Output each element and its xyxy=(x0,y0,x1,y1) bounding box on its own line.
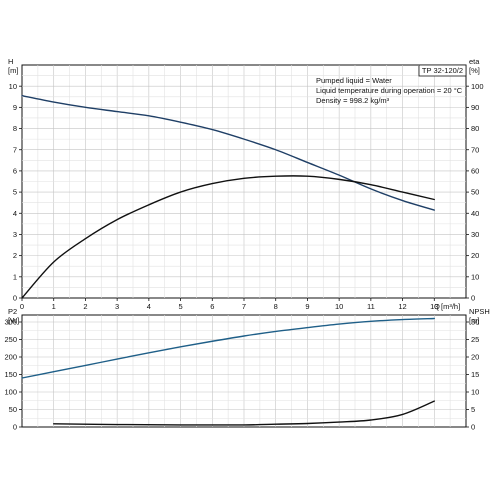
curve-top-0 xyxy=(21,95,435,211)
y-right-tick-label: 0 xyxy=(471,423,475,432)
y-right-tick-label: 60 xyxy=(471,167,479,176)
y-right-tick-label: 50 xyxy=(471,188,479,197)
y-left-tick-label: 3 xyxy=(13,230,17,239)
y-left-tick-label: 2 xyxy=(13,251,17,260)
y-right-tick-label: 25 xyxy=(471,335,479,344)
x-tick-label: 9 xyxy=(305,302,309,311)
y-left-axis-label: P2 xyxy=(8,307,17,316)
model-tag: TP 32-120/2 xyxy=(422,66,463,75)
y-right-tick-label: 20 xyxy=(471,251,479,260)
y-left-tick-label: 200 xyxy=(4,353,17,362)
y-left-axis-unit: [W] xyxy=(8,316,19,325)
y-left-tick-label: 9 xyxy=(13,103,17,112)
x-tick-label: 4 xyxy=(147,302,151,311)
y-right-tick-label: 80 xyxy=(471,124,479,133)
y-right-axis-unit: [m] xyxy=(469,316,479,325)
y-right-tick-label: 30 xyxy=(471,230,479,239)
y-left-tick-label: 10 xyxy=(9,82,17,91)
x-tick-label: 5 xyxy=(178,302,182,311)
curve-bottom-1 xyxy=(53,400,435,426)
y-right-tick-label: 10 xyxy=(471,388,479,397)
x-tick-label: 2 xyxy=(83,302,87,311)
y-right-tick-label: 100 xyxy=(471,82,484,91)
y-right-tick-label: 30 xyxy=(471,318,479,327)
curve-bottom-0 xyxy=(21,317,435,379)
y-right-tick-label: 90 xyxy=(471,103,479,112)
x-tick-label: 13 xyxy=(430,302,438,311)
y-left-tick-label: 7 xyxy=(13,145,17,154)
y-right-tick-label: 15 xyxy=(471,370,479,379)
y-right-tick-label: 70 xyxy=(471,145,479,154)
y-left-tick-label: 50 xyxy=(9,405,17,414)
y-left-tick-label: 250 xyxy=(4,335,17,344)
x-tick-label: 10 xyxy=(335,302,343,311)
x-tick-label: 12 xyxy=(398,302,406,311)
y-left-axis-unit: [m] xyxy=(8,66,18,75)
power-npsh-panel: 0 50 100 150 200 250 300 0 5 10 15 20 25 30 P2[W] NPSH[… xyxy=(4,307,489,432)
x-tick-label: 11 xyxy=(367,302,375,311)
y-left-tick-label: 1 xyxy=(13,272,17,281)
y-right-tick-label: 10 xyxy=(471,272,479,281)
info-line: Density = 998.2 kg/m³ xyxy=(316,96,390,105)
y-left-tick-label: 4 xyxy=(13,209,17,218)
y-left-tick-label: 0 xyxy=(13,423,17,432)
y-left-axis-label: H xyxy=(8,57,13,66)
model-tag-box xyxy=(418,64,467,77)
y-left-tick-label: 6 xyxy=(13,167,17,176)
y-right-tick-label: 5 xyxy=(471,405,475,414)
x-tick-label: 6 xyxy=(210,302,214,311)
y-left-tick-label: 8 xyxy=(13,124,17,133)
info-line: Liquid temperature during operation = 20… xyxy=(316,86,463,95)
x-tick-label: 7 xyxy=(242,302,246,311)
x-axis-unit: [m³/h] xyxy=(441,302,460,311)
y-left-tick-label: 150 xyxy=(4,370,17,379)
x-tick-label: 1 xyxy=(52,302,56,311)
info-line: Pumped liquid = Water xyxy=(316,76,392,85)
y-left-tick-label: 300 xyxy=(4,318,17,327)
curve-top-1 xyxy=(21,175,435,299)
y-left-tick-label: 100 xyxy=(4,388,17,397)
y-right-tick-label: 0 xyxy=(471,294,475,303)
y-left-tick-label: 0 xyxy=(13,294,17,303)
y-right-axis-label: eta xyxy=(469,57,480,66)
x-axis-label: Q xyxy=(434,302,440,311)
y-right-axis-label: NPSH xyxy=(469,307,490,316)
y-right-tick-label: 40 xyxy=(471,209,479,218)
x-tick-label: 0 xyxy=(20,302,24,311)
y-right-axis-unit: [%] xyxy=(469,66,480,75)
y-left-tick-label: 5 xyxy=(13,188,17,197)
y-right-tick-label: 20 xyxy=(471,353,479,362)
x-tick-label: 8 xyxy=(274,302,278,311)
x-tick-label: 3 xyxy=(115,302,119,311)
